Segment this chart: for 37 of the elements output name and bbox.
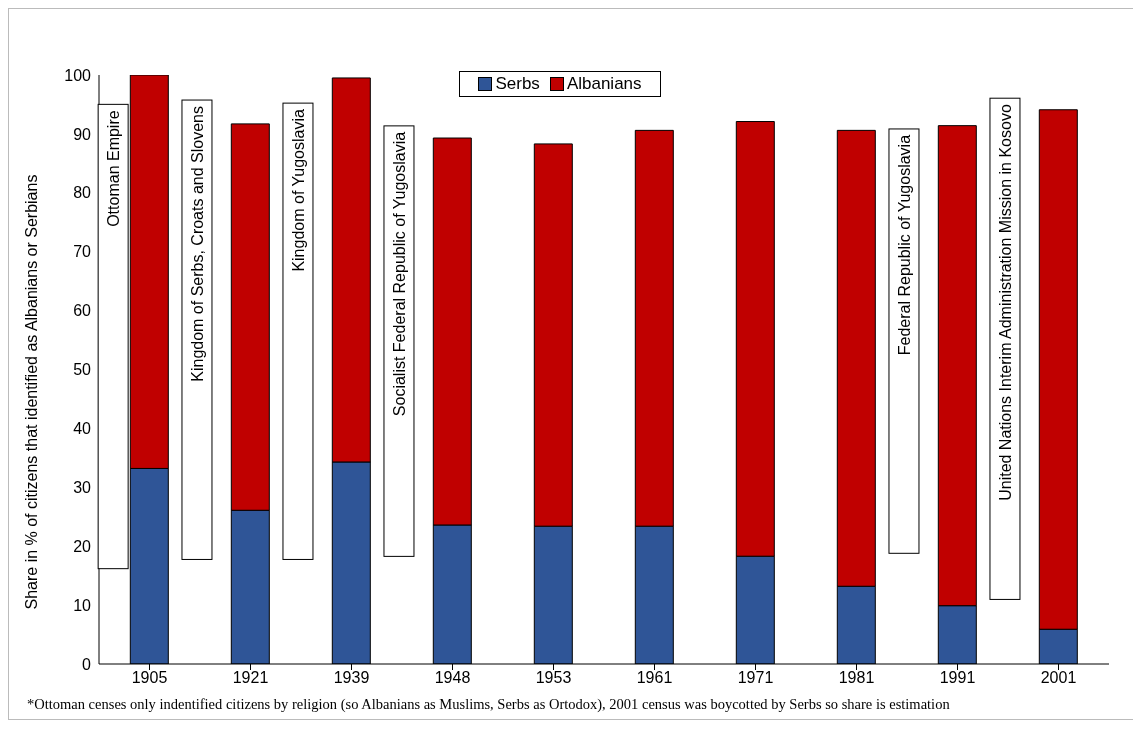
y-tick-label: 30: [73, 478, 92, 496]
text-box: United Nations Interim Administration Mission in Kosovo: [989, 97, 1021, 600]
text-box: Federal Republic of Yugoslavia: [888, 128, 920, 554]
y-axis-title: Share in % of citizens that identified as Albanians or Serbians: [22, 174, 40, 610]
y-tick-label: 20: [73, 537, 92, 555]
x-tick-label: 1921: [232, 669, 269, 687]
y-tick-label: 70: [73, 243, 92, 261]
y-tick-label: 60: [73, 302, 92, 320]
x-tick-label: 1905: [131, 669, 168, 687]
y-tick-label: 10: [73, 596, 92, 614]
y-tick-label: 80: [73, 184, 92, 202]
annotation: Socialist Federal Republic of Yugoslavia: [390, 131, 408, 417]
y-tick-label: 0: [82, 655, 92, 673]
legend-label: Albanians: [566, 74, 642, 94]
annotation: Ottoman Empire: [105, 110, 123, 227]
legend-label: Serbs: [495, 74, 540, 94]
y-tick-label: 50: [73, 361, 92, 379]
x-tick-label: 1939: [333, 669, 370, 687]
x-tick-label: 1991: [939, 669, 976, 687]
text-box: Ottoman Empire: [97, 103, 129, 570]
annotation: Kingdom of Yugoslavia: [289, 109, 307, 272]
y-tick-label: 40: [73, 420, 92, 438]
x-tick-label: 1971: [737, 669, 774, 687]
text-box: Kingdom of Yugoslavia: [282, 102, 314, 560]
annotation: Kingdom of Serbs, Croats and Slovens: [188, 106, 206, 382]
x-tick-label: 1981: [838, 669, 875, 687]
annotation: Federal Republic of Yugoslavia: [895, 134, 913, 356]
x-tick-label: 1948: [434, 669, 471, 687]
x-tick-label: 2001: [1040, 669, 1077, 687]
text-box: Socialist Federal Republic of Yugoslavia: [383, 125, 415, 557]
x-tick-label: 1961: [636, 669, 673, 687]
x-tick-label: 1953: [535, 669, 572, 687]
annotation: United Nations Interim Administration Mission in Kosovo: [996, 104, 1014, 501]
y-tick-label: 90: [73, 125, 92, 143]
text-box: Kingdom of Serbs, Croats and Slovens: [181, 99, 213, 560]
y-tick-label: 100: [64, 66, 92, 84]
text: *Ottoman censes only indentified citizens by religion (so Albanians as Muslims, Serbs as Ortodox), 2001 census was boycotted by Serbs so share is estimation: [26, 695, 951, 714]
